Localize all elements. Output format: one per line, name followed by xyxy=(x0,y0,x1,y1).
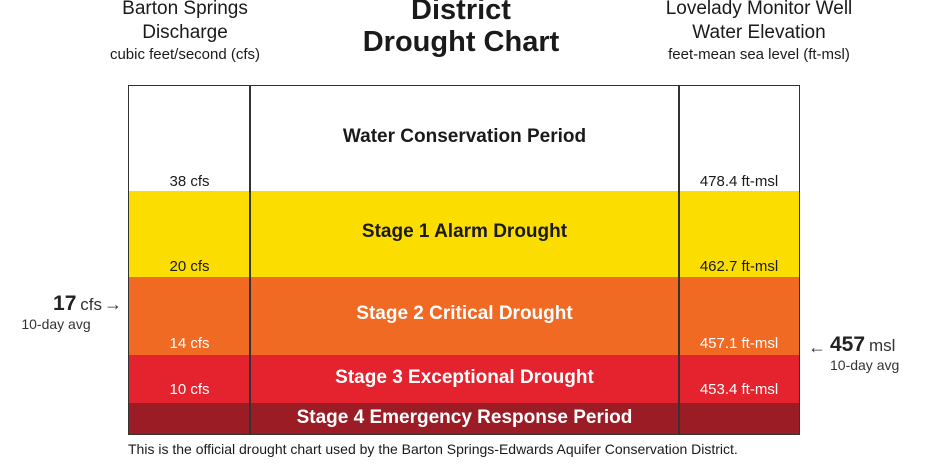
column-divider xyxy=(249,86,251,434)
stage-row-3: Stage 3 Exceptional Drought 10 cfs 453.4… xyxy=(129,355,799,404)
indicator-note: 10-day avg xyxy=(21,316,91,332)
stage-row-2: Stage 2 Critical Drought 14 cfs 457.1 ft… xyxy=(129,277,799,356)
stage-label: Stage 1 Alarm Drought xyxy=(361,221,568,242)
msl-threshold: 453.4 ft-msl xyxy=(699,381,779,398)
cfs-threshold: 10 cfs xyxy=(169,381,210,398)
indicator-note: 10-day avg xyxy=(830,357,900,373)
left-header-units: cubic feet/second (cfs) xyxy=(109,46,261,63)
left-header-line1: Barton Springs xyxy=(122,0,248,19)
stage-row-4: Stage 4 Emergency Response Period xyxy=(129,403,799,434)
stage-label: Water Conservation Period xyxy=(342,126,587,147)
left-indicator: 17 cfs → 10-day avg xyxy=(10,292,122,332)
right-header-line2: Water Elevation xyxy=(692,22,826,43)
right-axis-header: Lovelady Monitor Well Water Elevation fe… xyxy=(628,0,890,65)
column-divider xyxy=(678,86,680,434)
indicator-value: 457 xyxy=(830,333,866,356)
indicator-unit: msl xyxy=(868,336,896,355)
title-line1: District xyxy=(411,0,511,26)
caption: This is the official drought chart used … xyxy=(128,441,738,457)
arrow-left-icon: ← xyxy=(808,337,826,357)
indicator-unit: cfs xyxy=(80,295,102,314)
right-indicator: ← 457 msl 10-day avg xyxy=(808,333,923,373)
page-title: District Drought Chart xyxy=(330,0,592,58)
stage-row-1: Stage 1 Alarm Drought 20 cfs 462.7 ft-ms… xyxy=(129,191,799,278)
right-header-line1: Lovelady Monitor Well xyxy=(665,0,853,19)
msl-threshold: 457.1 ft-msl xyxy=(699,335,779,352)
cfs-threshold: 14 cfs xyxy=(169,335,210,352)
drought-chart: Water Conservation Period 38 cfs 478.4 f… xyxy=(128,85,800,435)
right-header-units: feet-mean sea level (ft-msl) xyxy=(668,46,850,63)
stage-label: Stage 3 Exceptional Drought xyxy=(335,367,594,388)
stage-label: Stage 2 Critical Drought xyxy=(356,303,573,324)
indicator-value: 17 xyxy=(53,292,77,315)
left-header-line2: Discharge xyxy=(142,22,228,43)
cfs-threshold: 20 cfs xyxy=(169,258,210,275)
msl-threshold: 462.7 ft-msl xyxy=(699,258,779,275)
arrow-right-icon: → xyxy=(104,294,122,314)
stage-label: Stage 4 Emergency Response Period xyxy=(296,407,633,428)
cfs-threshold: 38 cfs xyxy=(169,173,210,190)
title-line2: Drought Chart xyxy=(362,26,560,58)
msl-threshold: 478.4 ft-msl xyxy=(699,173,779,190)
left-axis-header: Barton Springs Discharge cubic feet/seco… xyxy=(80,0,290,65)
stage-row-conservation: Water Conservation Period 38 cfs 478.4 f… xyxy=(129,86,799,192)
